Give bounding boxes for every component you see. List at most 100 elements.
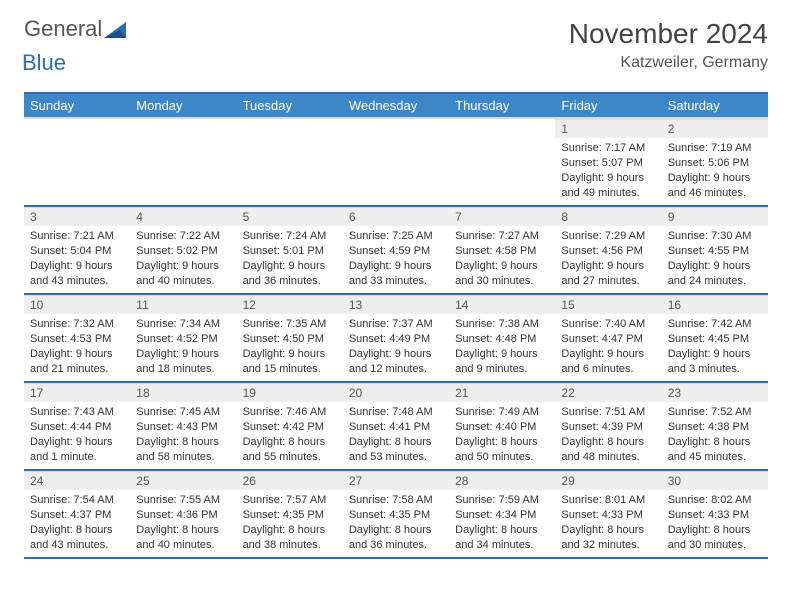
day-number: 5 <box>237 207 343 226</box>
day-details: Sunrise: 7:27 AMSunset: 4:58 PMDaylight:… <box>449 226 555 292</box>
calendar-cell: 24Sunrise: 7:54 AMSunset: 4:37 PMDayligh… <box>24 470 130 558</box>
calendar-cell: 22Sunrise: 7:51 AMSunset: 4:39 PMDayligh… <box>555 382 661 470</box>
weekday-header: Wednesday <box>343 93 449 118</box>
weekday-header: Saturday <box>662 93 768 118</box>
calendar-cell <box>24 118 130 206</box>
day-details: Sunrise: 7:48 AMSunset: 4:41 PMDaylight:… <box>343 402 449 468</box>
calendar-row: 24Sunrise: 7:54 AMSunset: 4:37 PMDayligh… <box>24 470 768 558</box>
day-details: Sunrise: 7:37 AMSunset: 4:49 PMDaylight:… <box>343 314 449 380</box>
day-details: Sunrise: 7:58 AMSunset: 4:35 PMDaylight:… <box>343 490 449 556</box>
weekday-header-row: SundayMondayTuesdayWednesdayThursdayFrid… <box>24 93 768 118</box>
location-label: Katzweiler, Germany <box>569 54 768 72</box>
day-number: 21 <box>449 383 555 402</box>
calendar-cell: 5Sunrise: 7:24 AMSunset: 5:01 PMDaylight… <box>237 206 343 294</box>
brand-logo: General Blue <box>24 18 130 74</box>
day-number: 7 <box>449 207 555 226</box>
day-details: Sunrise: 7:51 AMSunset: 4:39 PMDaylight:… <box>555 402 661 468</box>
day-details: Sunrise: 7:38 AMSunset: 4:48 PMDaylight:… <box>449 314 555 380</box>
title-block: November 2024 Katzweiler, Germany <box>569 18 768 72</box>
calendar-cell: 6Sunrise: 7:25 AMSunset: 4:59 PMDaylight… <box>343 206 449 294</box>
page-header: General Blue November 2024 Katzweiler, G… <box>24 18 768 74</box>
day-details: Sunrise: 7:19 AMSunset: 5:06 PMDaylight:… <box>662 138 768 204</box>
calendar-cell: 14Sunrise: 7:38 AMSunset: 4:48 PMDayligh… <box>449 294 555 382</box>
weekday-header: Friday <box>555 93 661 118</box>
day-number: 14 <box>449 295 555 314</box>
day-number: 18 <box>130 383 236 402</box>
weekday-header: Sunday <box>24 93 130 118</box>
day-number: 9 <box>662 207 768 226</box>
day-details: Sunrise: 7:57 AMSunset: 4:35 PMDaylight:… <box>237 490 343 556</box>
calendar-cell <box>130 118 236 206</box>
day-number: 2 <box>662 119 768 138</box>
day-details: Sunrise: 7:24 AMSunset: 5:01 PMDaylight:… <box>237 226 343 292</box>
day-number: 1 <box>555 119 661 138</box>
day-number: 30 <box>662 471 768 490</box>
month-title: November 2024 <box>569 18 768 50</box>
day-number: 28 <box>449 471 555 490</box>
calendar-cell: 21Sunrise: 7:49 AMSunset: 4:40 PMDayligh… <box>449 382 555 470</box>
day-details: Sunrise: 7:30 AMSunset: 4:55 PMDaylight:… <box>662 226 768 292</box>
day-number: 10 <box>24 295 130 314</box>
calendar-cell: 25Sunrise: 7:55 AMSunset: 4:36 PMDayligh… <box>130 470 236 558</box>
calendar-cell: 13Sunrise: 7:37 AMSunset: 4:49 PMDayligh… <box>343 294 449 382</box>
day-number: 16 <box>662 295 768 314</box>
day-details: Sunrise: 7:17 AMSunset: 5:07 PMDaylight:… <box>555 138 661 204</box>
calendar-row: 10Sunrise: 7:32 AMSunset: 4:53 PMDayligh… <box>24 294 768 382</box>
calendar-cell: 4Sunrise: 7:22 AMSunset: 5:02 PMDaylight… <box>130 206 236 294</box>
day-number: 15 <box>555 295 661 314</box>
calendar-cell: 30Sunrise: 8:02 AMSunset: 4:33 PMDayligh… <box>662 470 768 558</box>
calendar-cell: 8Sunrise: 7:29 AMSunset: 4:56 PMDaylight… <box>555 206 661 294</box>
calendar-row: 1Sunrise: 7:17 AMSunset: 5:07 PMDaylight… <box>24 118 768 206</box>
calendar-cell: 9Sunrise: 7:30 AMSunset: 4:55 PMDaylight… <box>662 206 768 294</box>
calendar-row: 17Sunrise: 7:43 AMSunset: 4:44 PMDayligh… <box>24 382 768 470</box>
day-number: 6 <box>343 207 449 226</box>
calendar-cell: 27Sunrise: 7:58 AMSunset: 4:35 PMDayligh… <box>343 470 449 558</box>
day-number: 22 <box>555 383 661 402</box>
day-details: Sunrise: 7:52 AMSunset: 4:38 PMDaylight:… <box>662 402 768 468</box>
day-number: 8 <box>555 207 661 226</box>
weekday-header: Monday <box>130 93 236 118</box>
day-number: 23 <box>662 383 768 402</box>
day-details: Sunrise: 7:22 AMSunset: 5:02 PMDaylight:… <box>130 226 236 292</box>
calendar-cell: 29Sunrise: 8:01 AMSunset: 4:33 PMDayligh… <box>555 470 661 558</box>
day-number: 11 <box>130 295 236 314</box>
calendar-cell: 15Sunrise: 7:40 AMSunset: 4:47 PMDayligh… <box>555 294 661 382</box>
brand-triangle-icon <box>104 20 130 40</box>
calendar-cell: 2Sunrise: 7:19 AMSunset: 5:06 PMDaylight… <box>662 118 768 206</box>
calendar-cell: 1Sunrise: 7:17 AMSunset: 5:07 PMDaylight… <box>555 118 661 206</box>
day-details: Sunrise: 7:45 AMSunset: 4:43 PMDaylight:… <box>130 402 236 468</box>
day-details: Sunrise: 7:46 AMSunset: 4:42 PMDaylight:… <box>237 402 343 468</box>
day-number: 3 <box>24 207 130 226</box>
day-details: Sunrise: 7:25 AMSunset: 4:59 PMDaylight:… <box>343 226 449 292</box>
calendar-cell: 3Sunrise: 7:21 AMSunset: 5:04 PMDaylight… <box>24 206 130 294</box>
day-number: 29 <box>555 471 661 490</box>
day-number: 26 <box>237 471 343 490</box>
brand-name-2: Blue <box>22 52 102 74</box>
day-details: Sunrise: 7:43 AMSunset: 4:44 PMDaylight:… <box>24 402 130 468</box>
day-number: 27 <box>343 471 449 490</box>
day-number: 13 <box>343 295 449 314</box>
calendar-cell: 11Sunrise: 7:34 AMSunset: 4:52 PMDayligh… <box>130 294 236 382</box>
calendar-cell: 28Sunrise: 7:59 AMSunset: 4:34 PMDayligh… <box>449 470 555 558</box>
day-details: Sunrise: 8:02 AMSunset: 4:33 PMDaylight:… <box>662 490 768 556</box>
day-details: Sunrise: 8:01 AMSunset: 4:33 PMDaylight:… <box>555 490 661 556</box>
day-number: 25 <box>130 471 236 490</box>
weekday-header: Thursday <box>449 93 555 118</box>
day-number: 17 <box>24 383 130 402</box>
day-details: Sunrise: 7:21 AMSunset: 5:04 PMDaylight:… <box>24 226 130 292</box>
day-details: Sunrise: 7:34 AMSunset: 4:52 PMDaylight:… <box>130 314 236 380</box>
day-number: 4 <box>130 207 236 226</box>
weekday-header: Tuesday <box>237 93 343 118</box>
day-number: 19 <box>237 383 343 402</box>
calendar-cell <box>343 118 449 206</box>
calendar-cell: 17Sunrise: 7:43 AMSunset: 4:44 PMDayligh… <box>24 382 130 470</box>
day-details: Sunrise: 7:59 AMSunset: 4:34 PMDaylight:… <box>449 490 555 556</box>
day-details: Sunrise: 7:49 AMSunset: 4:40 PMDaylight:… <box>449 402 555 468</box>
calendar-table: SundayMondayTuesdayWednesdayThursdayFrid… <box>24 92 768 559</box>
day-details: Sunrise: 7:55 AMSunset: 4:36 PMDaylight:… <box>130 490 236 556</box>
calendar-cell: 26Sunrise: 7:57 AMSunset: 4:35 PMDayligh… <box>237 470 343 558</box>
day-details: Sunrise: 7:54 AMSunset: 4:37 PMDaylight:… <box>24 490 130 556</box>
calendar-cell: 18Sunrise: 7:45 AMSunset: 4:43 PMDayligh… <box>130 382 236 470</box>
calendar-cell: 12Sunrise: 7:35 AMSunset: 4:50 PMDayligh… <box>237 294 343 382</box>
day-details: Sunrise: 7:32 AMSunset: 4:53 PMDaylight:… <box>24 314 130 380</box>
